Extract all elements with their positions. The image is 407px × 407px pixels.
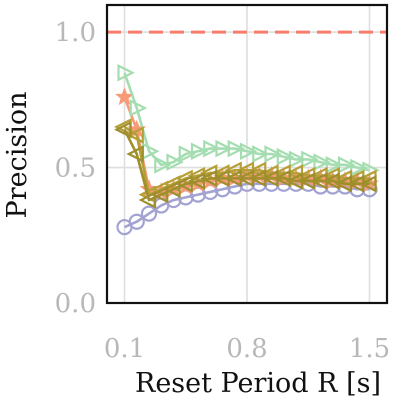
y-axis-label: Precision — [2, 92, 33, 219]
data-point — [114, 120, 132, 139]
data-point — [322, 172, 340, 190]
data-point — [325, 156, 344, 174]
data-point — [239, 142, 258, 161]
data-point — [252, 145, 270, 163]
data-point — [128, 213, 145, 230]
data-point — [301, 150, 319, 169]
tick-labels: 0.1 0.8 1.5 0.0 0.5 1.0 — [55, 18, 391, 364]
x-tick-label: 0.8 — [226, 334, 267, 364]
data-point — [359, 175, 377, 193]
data-point — [126, 145, 144, 163]
data-point — [115, 87, 134, 106]
data-point — [187, 172, 206, 190]
plot-frame — [105, 3, 389, 305]
data-point — [150, 185, 169, 204]
data-point — [288, 150, 307, 169]
data-point — [163, 180, 181, 198]
data-point — [154, 156, 172, 174]
x-axis-label: Reset Period R [s] — [135, 368, 381, 399]
series-2 — [117, 63, 380, 180]
x-tick-label: 1.5 — [349, 334, 390, 364]
y-tick-label: 1.0 — [55, 18, 96, 48]
data-point — [117, 63, 135, 82]
data-point — [350, 158, 368, 177]
data-point — [203, 139, 221, 158]
data-point — [140, 205, 158, 222]
data-point — [126, 126, 144, 144]
data-point — [138, 191, 157, 209]
grid-lines — [107, 5, 387, 304]
data-point — [166, 153, 184, 171]
y-tick-label: 0.0 — [55, 289, 96, 319]
data-point — [273, 169, 291, 188]
series-line — [123, 129, 370, 202]
data-point — [264, 145, 282, 163]
series-4 — [114, 120, 377, 209]
x-tick-label: 0.1 — [104, 334, 145, 364]
data-point — [276, 147, 295, 166]
data-point — [227, 139, 246, 158]
data-point — [178, 145, 197, 163]
data-point — [175, 175, 193, 193]
y-tick-label: 0.5 — [55, 154, 96, 184]
data-point — [129, 99, 148, 117]
data-point — [215, 139, 233, 158]
data-point — [313, 153, 331, 171]
data-point — [337, 156, 356, 174]
series-layer — [107, 30, 387, 236]
data-point — [190, 142, 209, 161]
